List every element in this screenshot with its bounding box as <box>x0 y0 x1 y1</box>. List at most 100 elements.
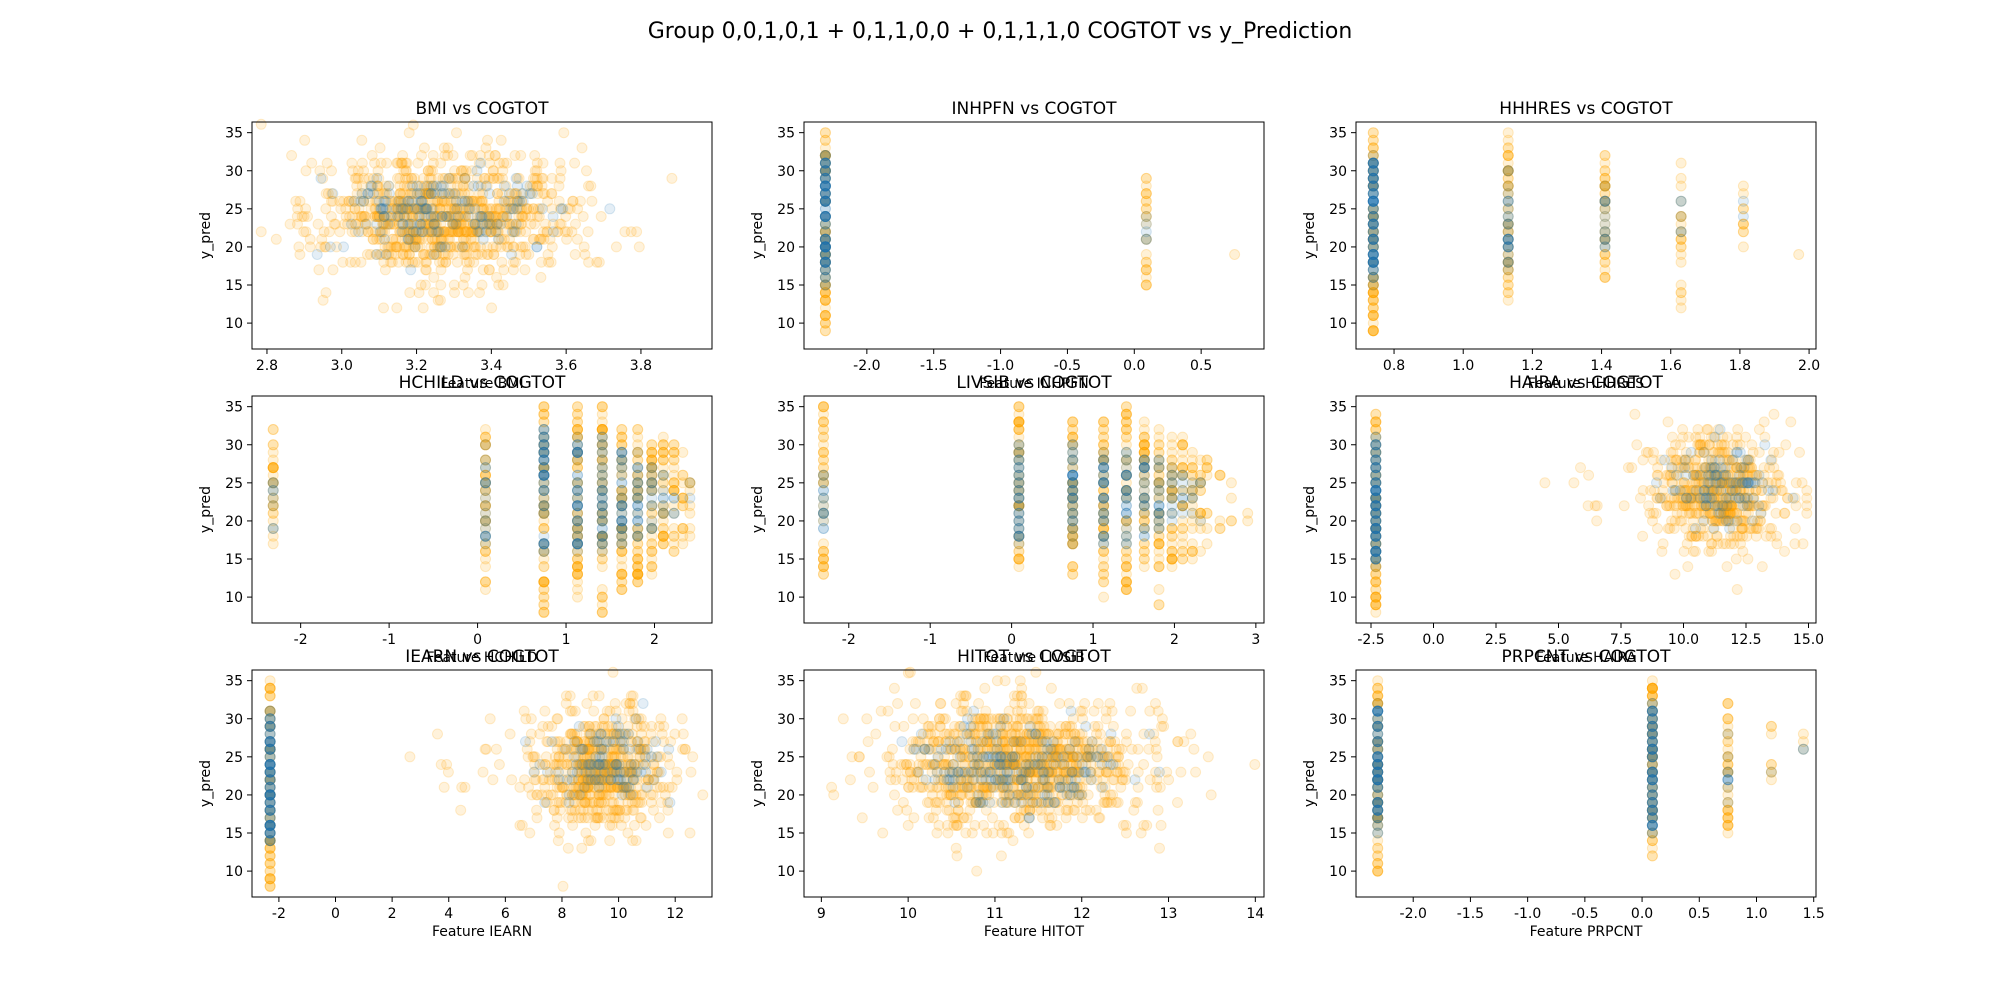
orange-point <box>491 203 503 215</box>
orange-point <box>529 150 541 161</box>
orange-point <box>448 203 460 215</box>
orange-point <box>1370 606 1382 618</box>
blue-point <box>327 188 339 200</box>
orange-point <box>483 264 495 276</box>
orange-point <box>267 424 279 435</box>
points-layer <box>1367 127 1805 337</box>
x-tick-label: -1.5 <box>920 358 947 374</box>
orange-point <box>407 226 419 238</box>
blue-point <box>1681 492 1693 504</box>
orange-point <box>488 172 500 184</box>
orange-point <box>481 211 493 222</box>
orange-point <box>395 195 407 207</box>
orange-point <box>372 211 384 222</box>
blue-point <box>1367 211 1379 222</box>
orange-point <box>358 195 370 207</box>
orange-point <box>1120 553 1132 565</box>
subplot-4: HCHILD vs COGTOT-2 -1 0 1 2101520253035Featu… <box>198 373 713 666</box>
orange-point <box>448 279 460 291</box>
orange-point <box>1177 538 1189 550</box>
blue-point <box>338 241 349 253</box>
orange-point <box>388 218 399 230</box>
orange-point <box>466 150 478 161</box>
orange-point <box>616 584 628 595</box>
orange-point <box>383 249 395 260</box>
orange-point <box>1098 553 1110 565</box>
blue-point <box>1367 165 1379 177</box>
orange-point <box>1668 500 1680 512</box>
orange-point <box>422 188 434 200</box>
y-tick-label: 25 <box>1329 476 1347 492</box>
blue-point <box>1367 271 1379 283</box>
orange-point <box>413 226 425 238</box>
orange-point <box>547 218 559 230</box>
orange-point <box>539 705 551 717</box>
orange-point <box>393 256 405 268</box>
orange-point <box>362 226 374 238</box>
orange-point <box>371 180 383 192</box>
blue-point <box>632 477 644 489</box>
orange-point <box>554 172 566 184</box>
orange-point <box>399 203 411 215</box>
orange-point <box>492 188 503 200</box>
blue-point <box>1759 439 1771 451</box>
orange-point <box>396 203 408 215</box>
orange-point <box>567 195 579 207</box>
orange-point <box>1539 477 1551 489</box>
orange-point <box>506 218 518 230</box>
orange-point <box>428 287 440 299</box>
blue-point <box>1186 485 1198 496</box>
orange-point <box>578 241 590 253</box>
orange-point <box>461 226 473 238</box>
orange-point <box>358 211 370 222</box>
points-layer <box>267 401 696 618</box>
orange-point <box>490 203 502 215</box>
orange-point <box>569 157 581 169</box>
orange-point <box>350 172 362 184</box>
orange-point <box>405 188 417 200</box>
orange-point <box>1728 538 1740 550</box>
orange-point <box>616 568 628 580</box>
blue-point <box>1177 492 1189 504</box>
orange-point <box>1166 431 1178 443</box>
orange-point <box>395 195 407 207</box>
orange-point <box>1098 576 1110 588</box>
orange-point <box>520 211 531 222</box>
blue-point <box>1737 477 1749 489</box>
blue-point <box>616 500 628 512</box>
orange-point <box>569 249 581 260</box>
orange-point <box>546 241 558 253</box>
y-tick-label: 20 <box>1329 240 1347 256</box>
orange-point <box>416 203 428 215</box>
blue-point <box>1138 462 1150 474</box>
orange-point <box>379 226 391 238</box>
blue-point <box>596 446 608 458</box>
blue-point <box>506 226 518 238</box>
orange-point <box>583 256 595 268</box>
orange-point <box>1675 287 1687 299</box>
orange-point <box>464 256 475 268</box>
orange-point <box>327 264 339 276</box>
orange-point <box>492 218 504 230</box>
y-tick-label: 20 <box>777 240 795 256</box>
orange-point <box>314 165 326 177</box>
orange-point <box>553 827 565 839</box>
blue-point <box>1067 454 1079 466</box>
orange-point <box>448 211 460 222</box>
orange-point <box>456 203 468 215</box>
blue-point <box>572 431 583 443</box>
blue-point <box>818 469 829 481</box>
orange-point <box>818 431 829 443</box>
orange-point <box>1502 150 1514 161</box>
orange-point <box>381 157 393 169</box>
orange-point <box>508 226 520 238</box>
orange-point <box>538 561 550 573</box>
orange-point <box>610 241 622 253</box>
orange-point <box>1367 127 1379 139</box>
figure-title: Group 0,0,1,0,1 + 0,1,1,0,0 + 0,1,1,1,0 … <box>648 19 1353 44</box>
x-tick-label: -2 <box>294 632 308 648</box>
orange-point <box>352 218 364 230</box>
orange-point <box>423 188 435 200</box>
orange-point <box>487 774 499 786</box>
